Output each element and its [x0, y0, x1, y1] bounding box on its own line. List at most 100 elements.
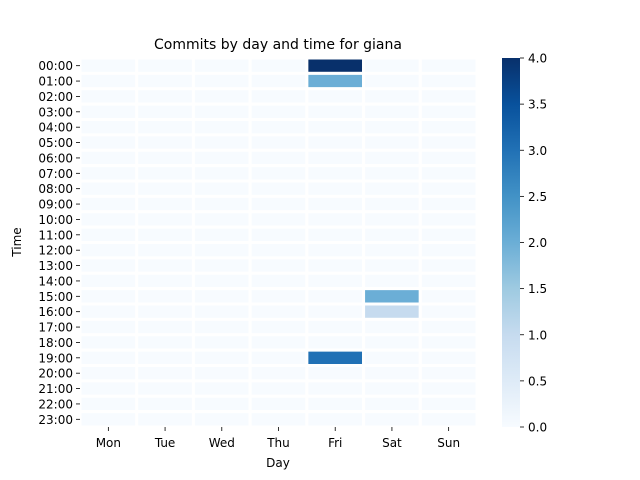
heatmap-cell — [362, 410, 422, 429]
x-tick-label: Tue — [154, 436, 176, 450]
heatmap-cell — [418, 241, 479, 260]
heatmap-cell — [305, 87, 366, 106]
heatmap-cell — [191, 348, 252, 367]
heatmap-cell — [191, 179, 252, 198]
heatmap-cell — [418, 164, 479, 183]
heatmap-cell — [418, 118, 479, 137]
heatmap-cell — [305, 256, 366, 275]
y-tick-label: 15:00 — [38, 290, 73, 304]
heatmap-cell — [362, 333, 422, 352]
heatmap-cell — [135, 210, 195, 229]
colorbar — [502, 58, 520, 427]
heatmap-cell — [362, 379, 422, 398]
heatmap-cell — [305, 394, 366, 414]
y-tick-label: 22:00 — [38, 397, 73, 411]
heatmap-cell — [305, 287, 366, 306]
heatmap-cell — [78, 333, 139, 352]
heatmap-cell — [362, 271, 422, 291]
heatmap-cell — [305, 71, 366, 91]
heatmap-cell — [418, 271, 479, 291]
heatmap-cell — [135, 118, 195, 137]
y-tick-label: 08:00 — [38, 182, 73, 196]
heatmap-cell — [78, 210, 139, 229]
heatmap-cell — [362, 148, 422, 168]
heatmap-cell — [305, 348, 366, 367]
heatmap-cell — [418, 302, 479, 321]
heatmap-cell — [191, 241, 252, 260]
heatmap-cell — [135, 364, 195, 383]
heatmap-cell — [135, 87, 195, 106]
heatmap-cell — [78, 364, 139, 383]
heatmap-cell — [418, 133, 479, 152]
heatmap-cell — [248, 194, 309, 214]
colorbar-tick-label: 2.5 — [528, 190, 547, 204]
heatmap-cell — [135, 56, 195, 75]
y-tick-label: 03:00 — [38, 105, 73, 119]
heatmap-cell — [362, 317, 422, 337]
y-axis-label: Time — [10, 227, 24, 257]
heatmap-cell — [135, 410, 195, 429]
heatmap-cell — [135, 317, 195, 337]
heatmap-cell — [362, 133, 422, 152]
y-tick-label: 19:00 — [38, 351, 73, 365]
heatmap-cell — [248, 271, 309, 291]
heatmap-cell — [135, 348, 195, 367]
heatmap-cell — [135, 102, 195, 121]
heatmap-cell — [362, 348, 422, 367]
heatmap-cell — [248, 225, 309, 244]
heatmap-cell — [191, 71, 252, 91]
heatmap-cell — [305, 364, 366, 383]
heatmap-cell — [78, 287, 139, 306]
heatmap-cell — [305, 302, 366, 321]
heatmap-cell — [362, 179, 422, 198]
x-axis-label: Day — [266, 456, 290, 470]
heatmap-cell — [248, 317, 309, 337]
heatmap-cell — [78, 56, 139, 75]
heatmap-cell — [248, 410, 309, 429]
y-tick-label: 01:00 — [38, 75, 73, 89]
heatmap-cell — [362, 164, 422, 183]
heatmap-cell — [248, 256, 309, 275]
heatmap-cell — [248, 56, 309, 75]
x-tick-label: Sun — [437, 436, 460, 450]
heatmap-cell — [305, 317, 366, 337]
heatmap-cell — [191, 102, 252, 121]
heatmap-cell — [191, 225, 252, 244]
heatmap-cell — [135, 164, 195, 183]
heatmap-cell — [191, 148, 252, 168]
heatmap-cell — [362, 118, 422, 137]
y-tick-label: 16:00 — [38, 305, 73, 319]
heatmap-cell — [248, 379, 309, 398]
heatmap-cell — [135, 194, 195, 214]
heatmap-cell — [191, 210, 252, 229]
heatmap-cell — [78, 194, 139, 214]
heatmap-cell — [418, 394, 479, 414]
x-tick-label: Sat — [382, 436, 402, 450]
heatmap-cell — [191, 256, 252, 275]
heatmap-cell — [191, 317, 252, 337]
heatmap-cell — [135, 394, 195, 414]
heatmap-cell — [135, 179, 195, 198]
heatmap-cell — [78, 164, 139, 183]
colorbar-tick-label: 1.0 — [528, 328, 547, 342]
heatmap-cell — [305, 133, 366, 152]
heatmap-cell — [305, 225, 366, 244]
colorbar-tick-label: 4.0 — [528, 52, 547, 66]
heatmap-cell — [78, 394, 139, 414]
heatmap-cell — [135, 133, 195, 152]
y-tick-label: 02:00 — [38, 90, 73, 104]
y-tick-label: 21:00 — [38, 382, 73, 396]
heatmap-cell — [248, 102, 309, 121]
heatmap-cell — [305, 241, 366, 260]
colorbar-tick-label: 1.5 — [528, 282, 547, 296]
x-tick-label: Wed — [209, 436, 235, 450]
heatmap-cell — [418, 348, 479, 367]
heatmap-cell — [305, 333, 366, 352]
y-tick-label: 20:00 — [38, 367, 73, 381]
heatmap-cell — [248, 210, 309, 229]
heatmap-cell — [135, 302, 195, 321]
y-tick-label: 18:00 — [38, 336, 73, 350]
heatmap-cell — [78, 102, 139, 121]
heatmap-cell — [248, 364, 309, 383]
